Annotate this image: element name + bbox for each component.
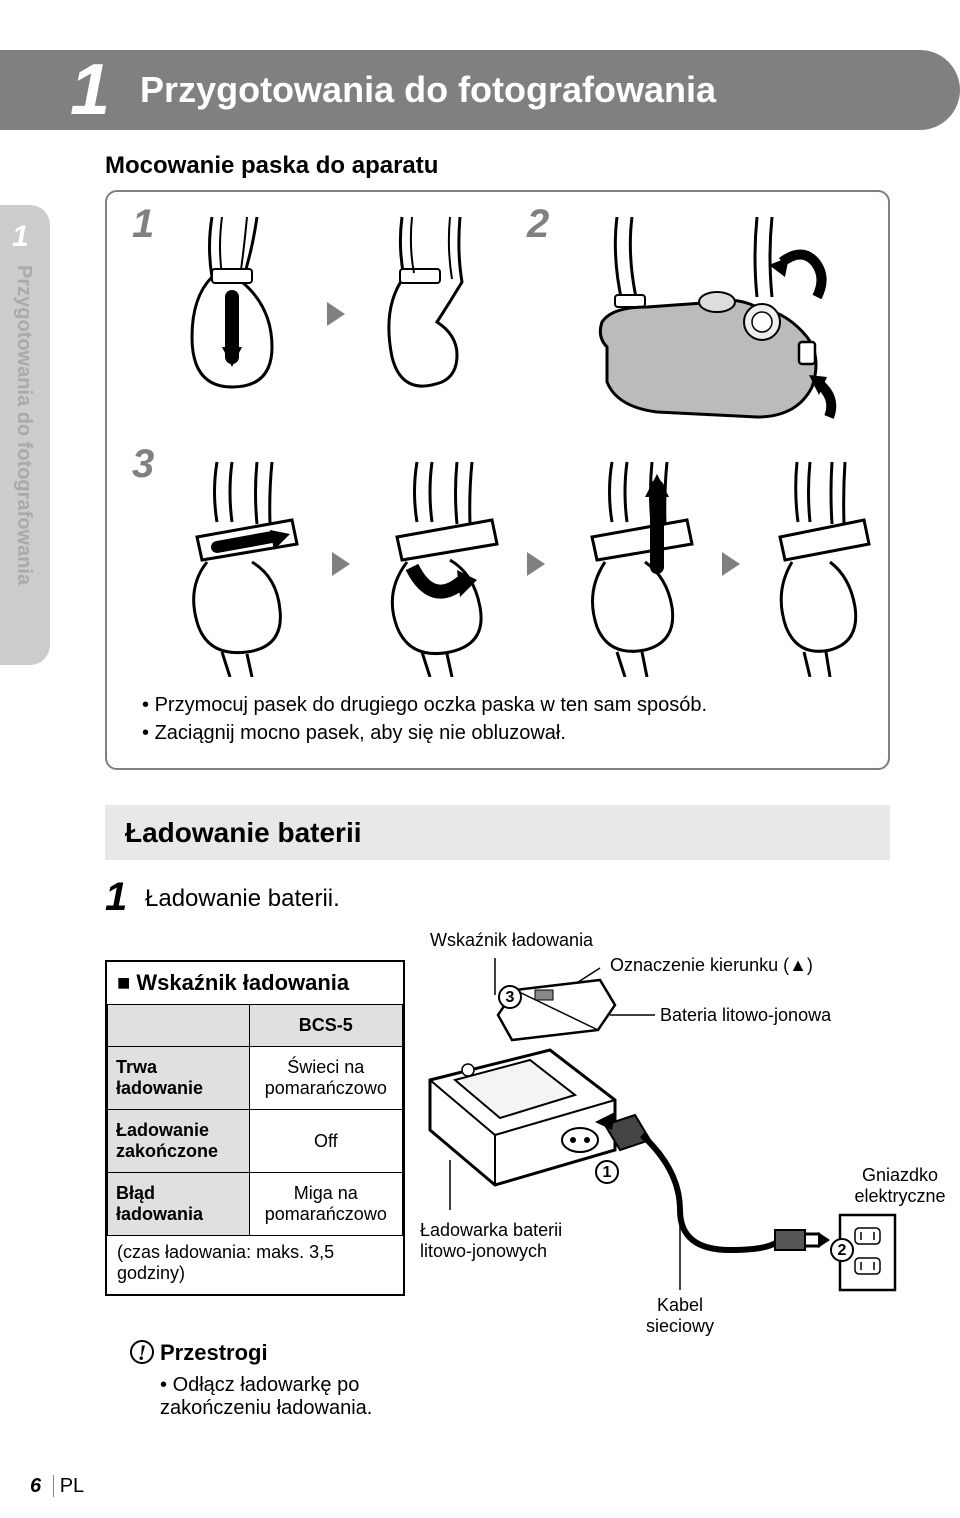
page-lang: PL — [60, 1475, 84, 1497]
caution-bullet: Odłącz ładowarkę po zakończeniu ładowani… — [160, 1374, 400, 1420]
strap-step-1: 1 — [132, 202, 154, 247]
strap-illustration-1a — [162, 207, 312, 422]
page-number: 6 — [30, 1475, 41, 1497]
strap-bullet-2: Zaciągnij mocno pasek, aby się nie obluz… — [142, 722, 566, 745]
row-error-value: Miga na pomarańczowo — [249, 1173, 402, 1236]
chapter-number: 1 — [70, 49, 110, 131]
row-complete-label: Ładowanie zakończone — [108, 1110, 250, 1173]
row-charging-value: Świeci na pomarańczowo — [249, 1047, 402, 1110]
arrow-icon — [722, 552, 740, 576]
side-tab: 1 Przygotowania do fotografowania — [0, 205, 50, 665]
strap-illustration-1b — [362, 207, 512, 422]
indicator-table-title: ■ Wskaźnik ładowania — [107, 962, 403, 1004]
row-error-label: Błąd ładowania — [108, 1173, 250, 1236]
side-tab-text: Przygotowania do fotografowania — [12, 265, 35, 585]
caution-icon: ! — [130, 1340, 154, 1364]
row-charging-label: Trwa ładowanie — [108, 1047, 250, 1110]
arrow-icon — [527, 552, 545, 576]
page-footer: 6 PL — [30, 1475, 84, 1498]
strap-step-3: 3 — [132, 442, 154, 487]
caution-title: Przestrogi — [160, 1340, 268, 1365]
model-header: BCS-5 — [249, 1005, 402, 1047]
strap-heading: Mocowanie paska do aparatu — [105, 152, 438, 180]
strap-illustration-2 — [557, 207, 867, 432]
strap-instruction-box: 1 2 3 — [105, 190, 890, 770]
arrow-icon — [332, 552, 350, 576]
chapter-header: 1 Przygotowania do fotografowania — [0, 50, 960, 130]
indicator-title-text: Wskaźnik ładowania — [136, 970, 349, 995]
battery-step-text: Ładowanie baterii. — [145, 885, 340, 913]
diagram-num-1: 1 — [595, 1160, 619, 1184]
charging-time-note: (czas ładowania: maks. 3,5 godziny) — [107, 1236, 403, 1294]
strap-illustration-3b — [362, 452, 517, 677]
indicator-label: Wskaźnik ładowania — [430, 930, 593, 951]
side-tab-number: 1 — [12, 220, 29, 254]
indicator-table: BCS-5 Trwa ładowanie Świeci na pomarańcz… — [107, 1004, 403, 1236]
strap-illustration-3d — [752, 452, 887, 677]
strap-step-2: 2 — [527, 202, 549, 247]
strap-bullet-1: Przymocuj pasek do drugiego oczka paska … — [142, 694, 707, 717]
battery-step-num: 1 — [105, 875, 127, 920]
battery-section-title: Ładowanie baterii — [125, 817, 362, 849]
diagram-num-3: 3 — [498, 985, 522, 1009]
battery-section-bar: Ładowanie baterii — [105, 805, 890, 860]
strap-illustration-3c — [557, 452, 712, 677]
strap-illustration-3a — [162, 452, 317, 677]
caution-heading: !Przestrogi — [130, 1340, 370, 1366]
diagram-num-2: 2 — [830, 1238, 854, 1262]
arrow-icon — [327, 302, 345, 326]
caution-block: !Przestrogi Odłącz ładowarkę po zakończe… — [130, 1340, 370, 1412]
square-bullet-icon: ■ — [117, 970, 130, 995]
indicator-table-box: ■ Wskaźnik ładowania BCS-5 Trwa ładowani… — [105, 960, 405, 1296]
chapter-title: Przygotowania do fotografowania — [140, 69, 716, 111]
row-complete-value: Off — [249, 1110, 402, 1173]
